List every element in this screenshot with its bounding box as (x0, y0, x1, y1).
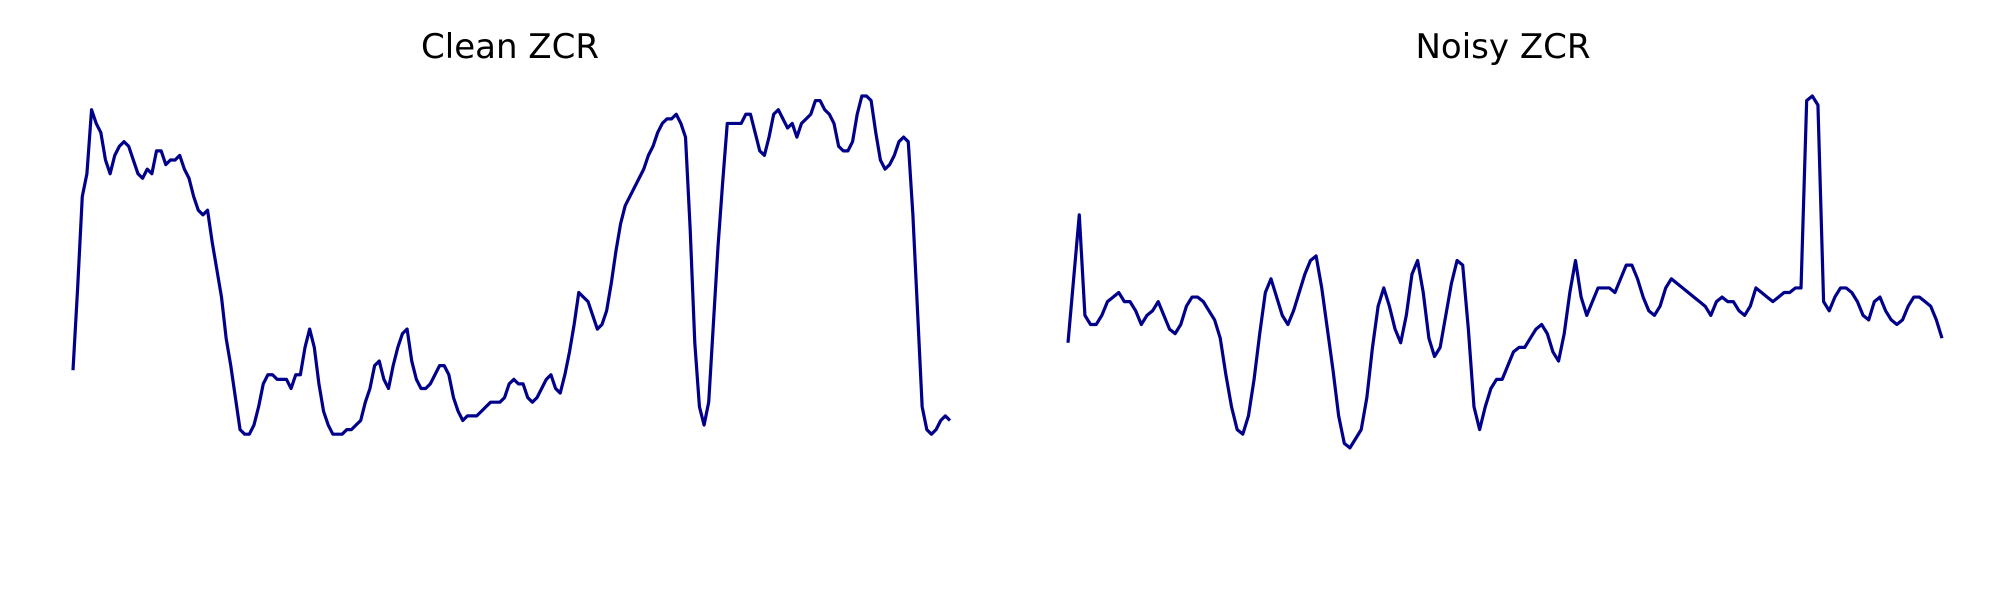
noisy-zcr-title: Noisy ZCR (1416, 27, 1591, 67)
clean-zcr-series-line (71, 94, 952, 436)
noisy-zcr-series-line (1066, 94, 1944, 450)
noisy-zcr-panel: Noisy ZCR (1066, 27, 1944, 450)
clean-zcr-title: Clean ZCR (421, 27, 599, 67)
clean-zcr-panel: Clean ZCR (71, 27, 952, 436)
